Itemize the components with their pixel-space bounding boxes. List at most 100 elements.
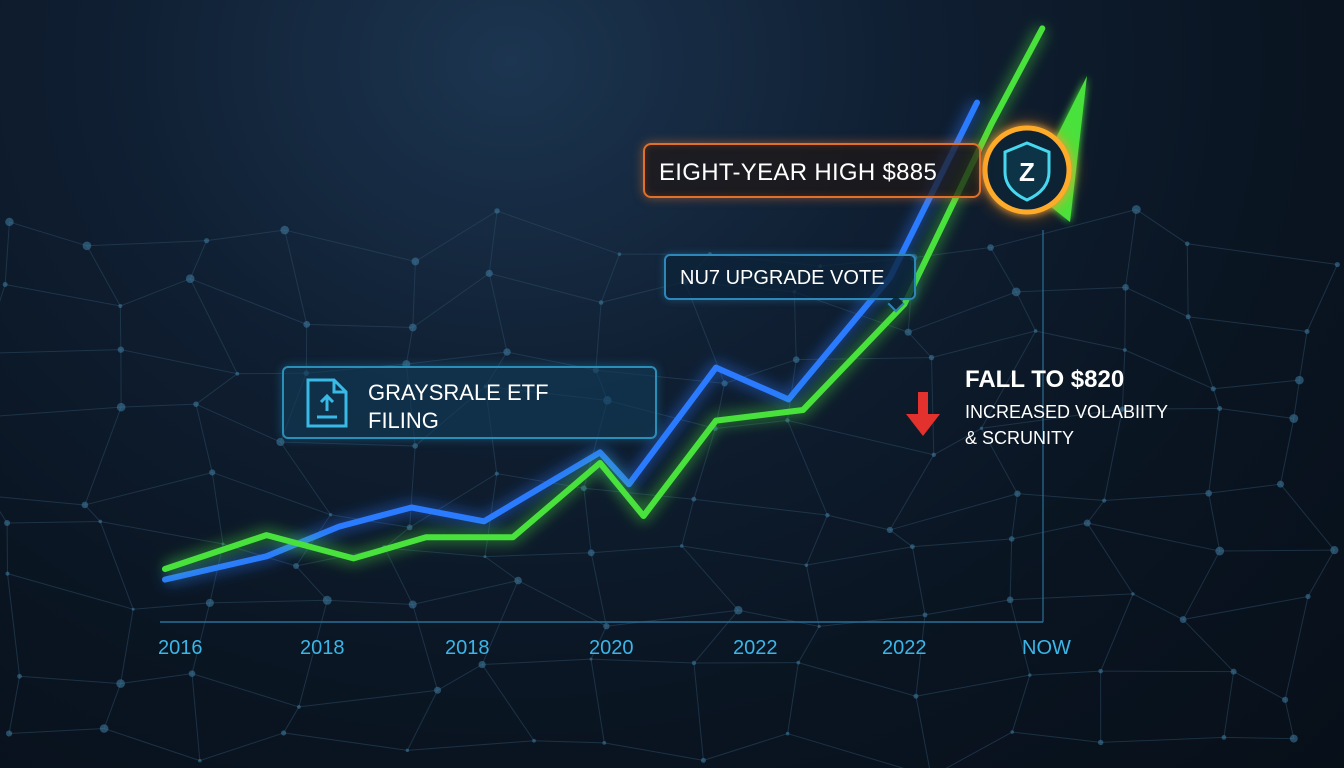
mesh-node	[203, 238, 210, 244]
mesh-node	[198, 758, 202, 763]
x-tick-label: 2018	[445, 637, 490, 659]
annotation-fall-title: FALL TO $820	[965, 366, 1125, 393]
mesh-node	[494, 208, 500, 214]
shield-icon	[1003, 141, 1051, 202]
mesh-node	[1122, 284, 1129, 291]
mesh-node	[1008, 536, 1015, 542]
mesh-line	[86, 245, 121, 307]
mesh-line	[591, 658, 694, 664]
mesh-line	[206, 229, 285, 242]
mesh-line	[590, 552, 607, 627]
mesh-line	[1125, 286, 1189, 318]
annotation-etf-filing-line1: GRAYSRALE ETF	[368, 380, 549, 405]
mesh-line	[1186, 243, 1189, 317]
mesh-node	[1282, 696, 1289, 703]
mesh-node	[587, 549, 595, 557]
mesh-line	[120, 609, 134, 684]
mesh-node	[412, 443, 418, 449]
annotation-etf-filing: GRAYSRALE ETF FILING	[282, 366, 657, 439]
mesh-line	[103, 728, 200, 762]
mesh-line	[412, 604, 439, 691]
background-network-mesh	[0, 209, 1338, 768]
mesh-line	[212, 471, 331, 516]
mesh-node	[1184, 241, 1190, 247]
mesh-line	[1219, 549, 1335, 552]
mesh-line	[931, 357, 935, 455]
mesh-node	[734, 606, 743, 615]
mesh-line	[1307, 549, 1335, 597]
mesh-line	[488, 210, 498, 274]
mesh-line	[693, 609, 739, 664]
mesh-node	[514, 576, 522, 585]
mesh-node	[293, 563, 300, 570]
mesh-line	[484, 556, 519, 581]
mesh-line	[793, 291, 797, 360]
mesh-line	[7, 573, 21, 677]
mesh-line	[591, 545, 682, 554]
mesh-node	[5, 730, 13, 737]
mesh-line	[1293, 380, 1300, 419]
mesh-node	[280, 225, 290, 235]
mesh-node	[904, 328, 912, 336]
mesh-node	[405, 748, 410, 753]
mesh-line	[1124, 287, 1127, 350]
mesh-node	[1230, 668, 1237, 675]
mesh-line	[1016, 286, 1126, 293]
mesh-node	[5, 217, 14, 227]
x-tick-label: 2018	[300, 637, 345, 659]
mesh-node	[602, 740, 607, 745]
mesh-line	[190, 278, 307, 325]
mesh-line	[1086, 500, 1105, 524]
x-tick-label: 2022	[733, 637, 778, 659]
mesh-line	[819, 614, 926, 627]
mesh-line	[805, 514, 828, 566]
mesh-line	[827, 514, 890, 531]
mesh-line	[120, 278, 191, 307]
mesh-node	[296, 705, 301, 709]
mesh-line	[437, 664, 483, 691]
mesh-node	[1295, 375, 1304, 385]
mesh-node	[913, 693, 919, 699]
mesh-line	[0, 496, 85, 506]
mesh-line	[8, 676, 21, 734]
mesh-node	[322, 595, 332, 605]
mesh-line	[787, 733, 905, 768]
mesh-line	[283, 732, 408, 751]
mesh-line	[1187, 243, 1338, 266]
mesh-line	[1182, 619, 1235, 672]
mesh-line	[1208, 408, 1221, 494]
mesh-line	[284, 229, 308, 325]
mesh-line	[489, 272, 602, 303]
mesh-node	[116, 402, 126, 412]
mesh-node	[1083, 519, 1091, 527]
mesh-node	[328, 513, 333, 517]
mesh-line	[787, 420, 828, 516]
mesh-line	[805, 565, 820, 627]
mesh-line	[1187, 316, 1214, 389]
mesh-line	[120, 349, 238, 375]
mesh-line	[517, 580, 607, 627]
mesh-line	[931, 330, 1036, 359]
mesh-node	[1334, 261, 1340, 268]
mesh-node	[1330, 546, 1339, 555]
mesh-node	[1011, 287, 1021, 297]
mesh-line	[481, 664, 535, 742]
mesh-node	[792, 356, 800, 363]
mesh-line	[1009, 599, 1031, 676]
mesh-line	[889, 454, 935, 531]
mesh-line	[533, 740, 605, 744]
mesh-line	[1233, 671, 1286, 701]
mesh-node	[408, 600, 417, 609]
mesh-line	[191, 602, 211, 674]
mesh-node	[1305, 593, 1311, 600]
mesh-node	[598, 300, 604, 305]
mesh-line	[211, 472, 224, 545]
mesh-node	[1122, 348, 1127, 352]
mesh-node	[1014, 490, 1021, 497]
x-tick-label: 2016	[158, 637, 203, 659]
mesh-node	[503, 348, 511, 356]
mesh-line	[806, 546, 913, 566]
document-upload-icon	[306, 378, 348, 428]
mesh-node	[1010, 730, 1015, 734]
mesh-line	[409, 445, 416, 528]
